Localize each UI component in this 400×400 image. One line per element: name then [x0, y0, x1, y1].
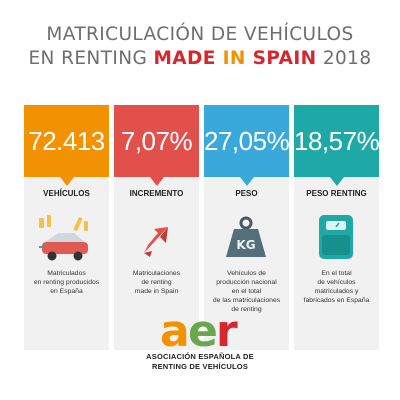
- card-description: Vehículos de producción nacional en el t…: [206, 269, 287, 314]
- card-value-box: 7,07%: [114, 105, 199, 177]
- logo-letter-e: e: [188, 306, 218, 352]
- car-with-wrench-icon: [39, 215, 88, 261]
- card-value-box: 18,57%: [294, 105, 380, 177]
- page-title-line1: MATRICULACIÓN DE VEHÍCULOS: [46, 24, 354, 45]
- card-peso: PESO KG Vehículos de producción nacional…: [204, 105, 290, 350]
- kg-weight-icon: KG: [226, 216, 266, 257]
- title-in: IN: [215, 48, 253, 69]
- desc-line: en España: [50, 288, 83, 295]
- desc-line: made in Spain: [134, 288, 179, 295]
- logo-subtitle-line2: RENTING DE VEHÍCULOS: [151, 362, 249, 371]
- desc-line: de renting: [231, 306, 262, 313]
- card-body: VEHÍCULOS Matriculados en renting produc…: [24, 177, 109, 350]
- desc-line: fabricados en España: [303, 297, 370, 304]
- logo-letter-a: a: [160, 306, 190, 352]
- logo-subtitle-line1: ASOCIACIÓN ESPAÑOLA DE: [146, 352, 254, 361]
- title-year: 2018: [316, 48, 372, 69]
- card-value: 18,57%: [294, 126, 380, 156]
- card-vehiculos: VEHÍCULOS Matriculados en renting produc…: [24, 105, 109, 350]
- aer-logo: a e r: [160, 306, 238, 352]
- card-label: PESO: [235, 189, 258, 198]
- desc-line: En el total: [321, 270, 352, 277]
- card-pointer: [60, 177, 74, 186]
- desc-line: de renting: [141, 279, 172, 286]
- card-value: 27,05%: [204, 126, 290, 156]
- svg-text:KG: KG: [236, 238, 255, 252]
- desc-line: de vehículos: [317, 279, 356, 286]
- up-arrow-icon: [144, 227, 168, 257]
- card-pointer: [240, 177, 254, 186]
- card-label: INCREMENTO: [129, 189, 184, 198]
- card-description: Matriculaciones de renting made in Spain: [116, 269, 197, 296]
- card-label: VEHÍCULOS: [43, 189, 90, 198]
- stat-cards: VEHÍCULOS Matriculados en renting produc…: [24, 105, 380, 350]
- desc-line: en renting producidos: [33, 279, 100, 286]
- title-made: MADE: [153, 48, 216, 69]
- card-label: PESO RENTING: [306, 189, 367, 198]
- scale-icon: [319, 215, 353, 259]
- card-body: PESO KG Vehículos de producción nacional…: [204, 177, 289, 350]
- title-spain: SPAIN: [252, 48, 317, 69]
- page-title-line2: EN RENTING MADE IN SPAIN 2018: [0, 48, 400, 69]
- desc-line: producción nacional: [216, 279, 277, 286]
- card-body: PESO RENTING En el total de vehículos ma…: [294, 177, 379, 350]
- card-body: INCREMENTO Matriculaciones de renting ma…: [114, 177, 199, 350]
- desc-line: de las matriculaciones: [212, 297, 281, 304]
- card-incremento: INCREMENTO Matriculaciones de renting ma…: [114, 105, 199, 350]
- card-pointer: [330, 177, 344, 186]
- card-value: 7,07%: [120, 126, 193, 156]
- desc-line: Matriculados: [47, 270, 86, 277]
- logo-letter-r: r: [216, 306, 238, 352]
- card-description: Matriculados en renting producidos en Es…: [26, 269, 107, 296]
- card-value-box: 72.413: [24, 105, 109, 177]
- card-pointer: [150, 177, 164, 186]
- card-description: En el total de vehículos matriculados y …: [296, 269, 377, 305]
- card-value-box: 27,05%: [204, 105, 290, 177]
- card-value: 72.413: [28, 126, 105, 156]
- desc-line: Matriculaciones: [132, 270, 181, 277]
- card-peso-renting: PESO RENTING En el total de vehículos ma…: [294, 105, 380, 350]
- desc-line: matriculados y: [314, 288, 359, 295]
- title-prefix: EN RENTING: [28, 48, 154, 69]
- desc-line: Vehículos de: [227, 270, 266, 277]
- desc-line: en el total: [231, 288, 262, 295]
